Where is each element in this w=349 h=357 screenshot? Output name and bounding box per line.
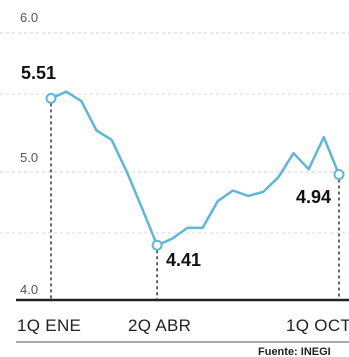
data-label-start: 5.51 — [21, 63, 56, 83]
x-tick-label-ene: 1Q ENE — [17, 316, 81, 335]
source-label: Fuente: INEGI — [258, 346, 331, 357]
data-point-start — [45, 92, 57, 104]
x-tick-label-abr: 2Q ABR — [128, 316, 191, 335]
x-tick-label-oct: 1Q OCT — [286, 316, 349, 335]
series-line — [49, 90, 341, 247]
y-tick-label-4: 4.0 — [20, 282, 38, 297]
data-label-min: 4.41 — [166, 250, 201, 270]
y-tick-label-6: 6.0 — [20, 10, 38, 25]
data-point-min — [151, 239, 163, 251]
data-point-end — [333, 169, 345, 181]
data-label-end: 4.94 — [296, 187, 331, 207]
y-tick-label-5: 5.0 — [20, 150, 38, 165]
